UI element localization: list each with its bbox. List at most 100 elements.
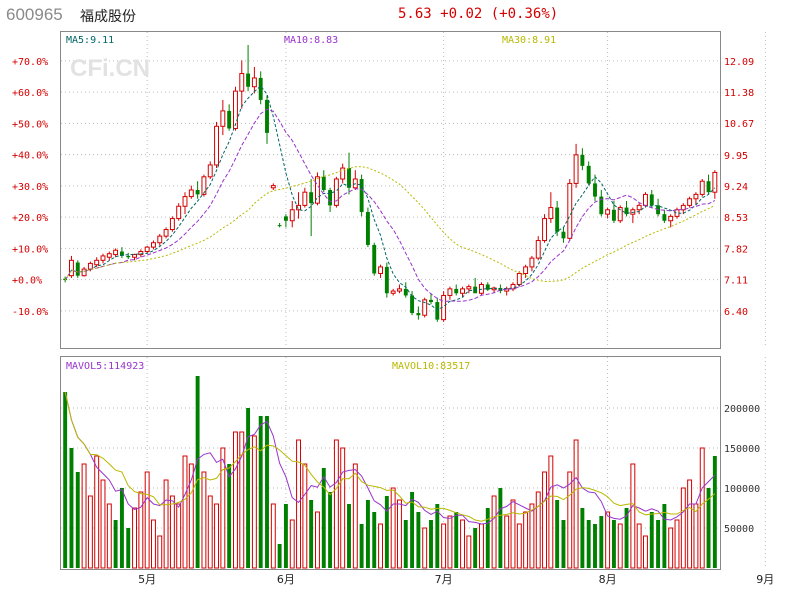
volume-bar bbox=[227, 464, 232, 568]
volume-bar bbox=[643, 535, 648, 569]
volume-bar bbox=[321, 468, 326, 568]
volume-bar bbox=[586, 520, 591, 568]
volume-bar bbox=[548, 455, 554, 569]
volume-bar bbox=[516, 523, 522, 569]
volume-bar bbox=[233, 431, 238, 569]
volume-bar bbox=[169, 495, 175, 569]
volume-bar bbox=[491, 495, 497, 569]
candle-body bbox=[207, 164, 213, 178]
volume-bar bbox=[479, 523, 484, 569]
volume-bar bbox=[593, 524, 597, 568]
candle-body bbox=[296, 204, 301, 211]
pct-tick-label: +40.0% bbox=[12, 151, 48, 162]
volume-bar bbox=[220, 447, 226, 569]
candle-body bbox=[372, 244, 377, 274]
candle-body bbox=[542, 218, 547, 242]
volume-bar bbox=[498, 488, 503, 568]
volume-bar bbox=[352, 463, 358, 569]
volume-bar bbox=[302, 463, 308, 569]
candle-body bbox=[617, 207, 623, 222]
volume-bar bbox=[617, 523, 623, 569]
volume-bar bbox=[529, 503, 535, 569]
candle-body bbox=[567, 182, 573, 239]
pct-tick-label: -10.0% bbox=[12, 307, 48, 318]
candlestick-series bbox=[63, 44, 718, 322]
candle-body bbox=[246, 73, 251, 87]
volume-bar bbox=[435, 504, 440, 568]
volume-bar bbox=[100, 479, 106, 569]
volume-bar bbox=[132, 507, 137, 569]
candle-body bbox=[555, 207, 560, 232]
volume-bar bbox=[277, 544, 282, 568]
mavol5-line bbox=[64, 391, 716, 525]
axis-labels: +70.0% +60.0% +50.0% +40.0% +30.0% +20.0% +10.… bbox=[12, 57, 774, 586]
candle-body bbox=[466, 286, 472, 290]
volume-bar bbox=[340, 447, 346, 569]
candle-body bbox=[106, 253, 112, 258]
candle-body bbox=[680, 204, 686, 211]
price-tick-label: 9.24 bbox=[724, 182, 748, 193]
candle-body bbox=[535, 240, 541, 259]
volume-bar bbox=[523, 511, 529, 569]
candle-body bbox=[126, 255, 131, 258]
candle-body bbox=[580, 154, 585, 166]
price-change: +0.02 bbox=[440, 6, 483, 22]
volume-bar bbox=[605, 511, 611, 569]
volume-bar bbox=[573, 439, 579, 569]
price-tick-label: 10.67 bbox=[724, 119, 754, 130]
candle-body bbox=[227, 110, 232, 129]
volume-bar bbox=[207, 495, 213, 569]
volume-series bbox=[63, 376, 717, 569]
volume-bar bbox=[119, 488, 124, 568]
volume-bar bbox=[680, 487, 686, 569]
candle-body bbox=[144, 246, 150, 253]
volume-tick-label: 150000 bbox=[724, 444, 760, 455]
volume-bar bbox=[687, 479, 693, 569]
candle-body bbox=[75, 262, 80, 276]
volume-bar bbox=[668, 527, 674, 569]
volume-bar bbox=[188, 463, 194, 569]
candle-body bbox=[182, 196, 188, 207]
volume-bar bbox=[283, 504, 288, 568]
volume-bar bbox=[693, 503, 699, 569]
price-tick-label: 8.53 bbox=[724, 213, 748, 224]
candle-body bbox=[523, 266, 529, 274]
volume-tick-label: 100000 bbox=[724, 484, 760, 495]
candle-body bbox=[687, 198, 693, 206]
volume-bar bbox=[706, 488, 711, 568]
volume-bar bbox=[504, 515, 510, 569]
volume-bar bbox=[157, 535, 163, 569]
candle-body bbox=[454, 288, 459, 294]
candle-body bbox=[113, 249, 119, 256]
candle-body bbox=[359, 179, 364, 212]
candle-body bbox=[176, 205, 182, 220]
candle-body bbox=[251, 77, 257, 88]
volume-bar bbox=[485, 508, 490, 568]
volume-bar bbox=[69, 448, 74, 568]
candle-body bbox=[429, 299, 433, 303]
pct-tick-label: +0.0% bbox=[12, 276, 42, 287]
candle-body bbox=[169, 218, 175, 231]
candle-body bbox=[151, 242, 156, 248]
volume-bar bbox=[390, 487, 396, 569]
candle-body bbox=[347, 168, 351, 188]
candle-body bbox=[706, 181, 711, 193]
volume-bar bbox=[611, 520, 616, 568]
candle-body bbox=[328, 190, 333, 206]
moving-average-lines bbox=[64, 85, 716, 525]
volume-bar bbox=[289, 519, 295, 569]
volume-bar bbox=[246, 408, 251, 568]
pct-tick-label: +70.0% bbox=[12, 57, 48, 68]
candle-body bbox=[410, 295, 415, 314]
last-price: 5.63 bbox=[398, 6, 432, 22]
candle-body bbox=[138, 251, 144, 256]
volume-bar bbox=[182, 455, 188, 569]
volume-bar bbox=[138, 491, 144, 569]
volume-bar bbox=[106, 503, 112, 569]
volume-bar bbox=[535, 491, 541, 569]
candle-body bbox=[529, 257, 535, 268]
volume-bar bbox=[580, 508, 585, 568]
volume-bar bbox=[309, 500, 314, 568]
month-label: 8月 bbox=[599, 573, 617, 586]
candle-body bbox=[605, 209, 611, 215]
